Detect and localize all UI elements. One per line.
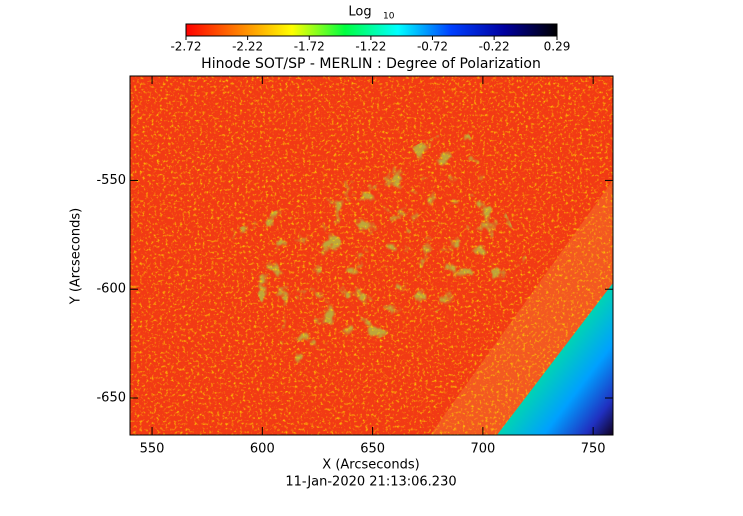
x-tick-label: 650 <box>360 442 385 457</box>
y-axis-label: Y (Arcseconds) <box>69 208 84 305</box>
x-tick-label: 550 <box>140 442 165 457</box>
heatmap-image <box>130 76 613 435</box>
y-tick-label: -650 <box>96 391 126 406</box>
x-tick-label: 700 <box>470 442 495 457</box>
x-axis-label: X (Arcseconds) <box>322 458 419 473</box>
colorbar-tick-label: -2.72 <box>170 40 201 54</box>
plot-frame <box>129 75 614 436</box>
colorbar <box>185 23 558 37</box>
y-tick-label: -550 <box>96 173 126 188</box>
footer-date: 11-Jan-2020 21:13:06.230 <box>285 475 456 490</box>
colorbar-label-subscript: 10 <box>383 12 395 22</box>
colorbar-tick-label: -1.22 <box>355 40 386 54</box>
colorbar-tick-label: -2.22 <box>232 40 263 54</box>
colorbar-tick-label: -1.72 <box>294 40 325 54</box>
x-tick-label: 750 <box>581 442 606 457</box>
colorbar-tick-label: -0.72 <box>417 40 448 54</box>
colorbar-tick-label: 0.29 <box>544 40 571 54</box>
y-tick-label: -600 <box>96 282 126 297</box>
x-tick-label: 600 <box>250 442 275 457</box>
colorbar-tick-label: -0.22 <box>479 40 510 54</box>
colorbar-label: Log <box>348 5 371 20</box>
chart-title: Hinode SOT/SP - MERLIN : Degree of Polar… <box>201 56 541 72</box>
